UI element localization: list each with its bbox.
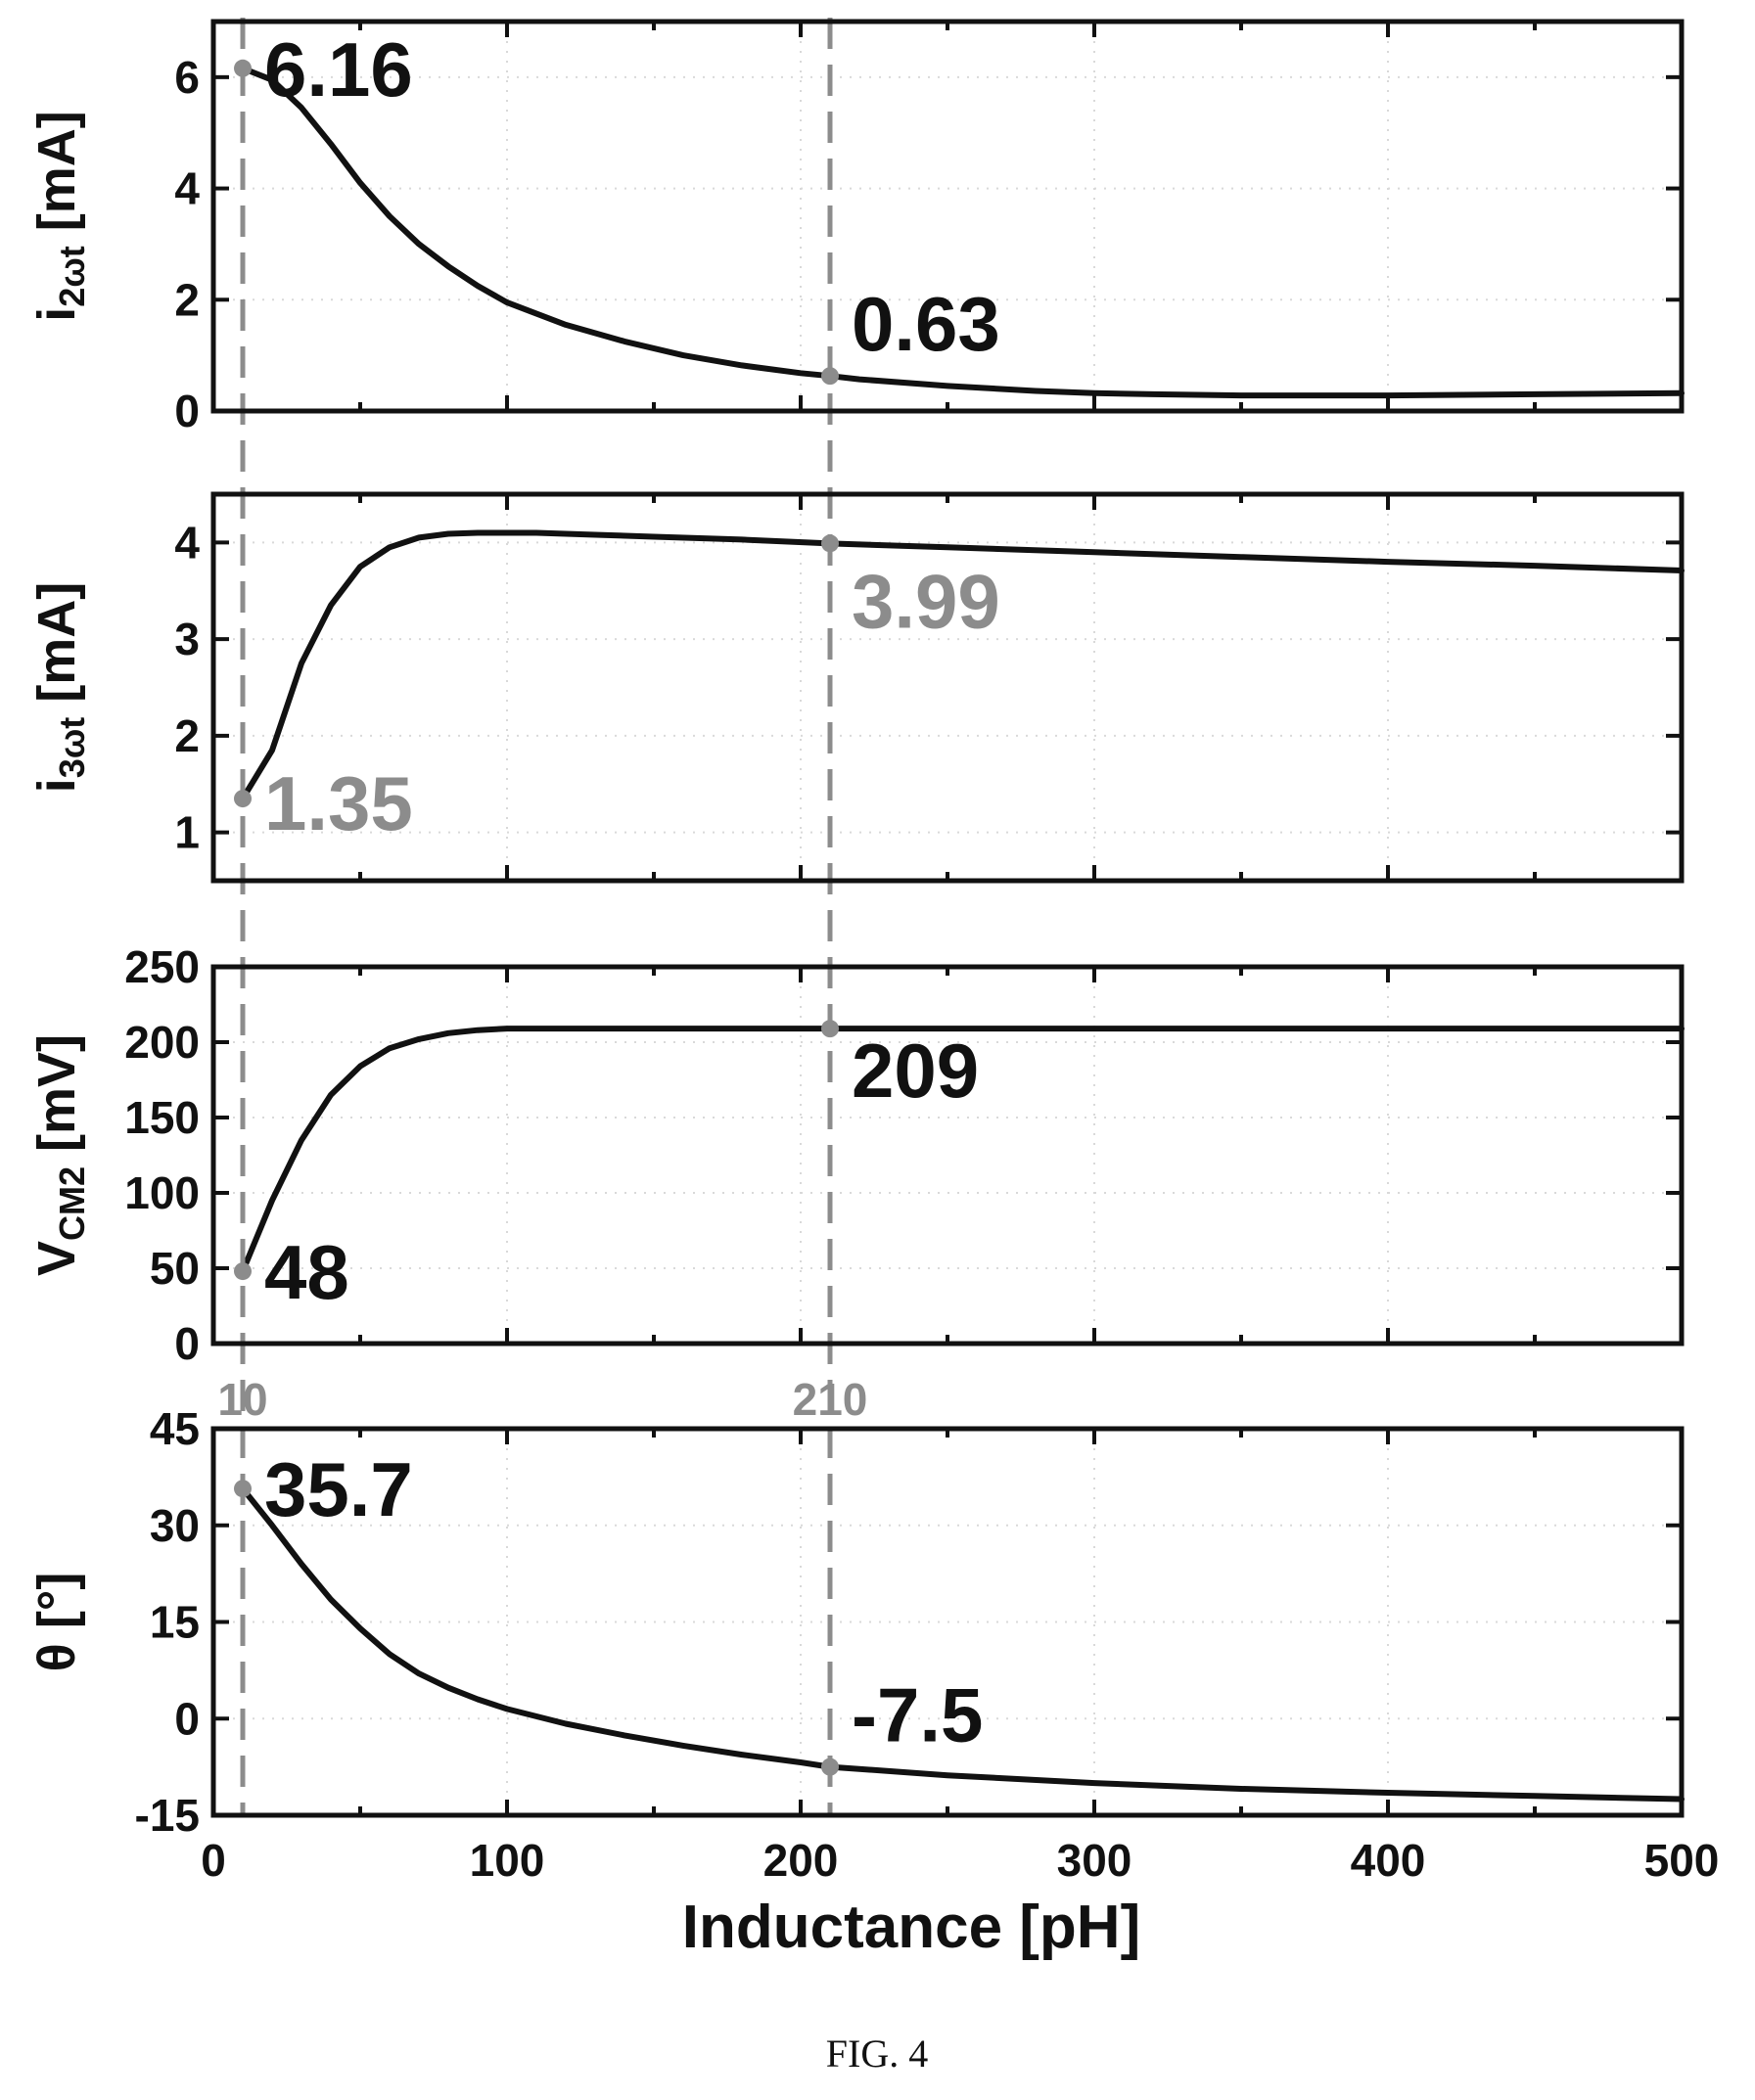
- highlight-point: [234, 1262, 252, 1281]
- y-tick-label: 1: [174, 807, 200, 858]
- y-tick-label: 100: [124, 1167, 200, 1218]
- panel-frame: [210, 964, 1685, 1347]
- y-tick-label: 200: [124, 1017, 200, 1068]
- series-line: [240, 529, 1685, 802]
- series-line: [240, 65, 1685, 399]
- series-line: [240, 1026, 1685, 1275]
- y-axis-title: i2ωt [mA]: [27, 111, 92, 321]
- x-tick-label: 0: [201, 1835, 226, 1886]
- data-label: 3.99: [852, 558, 1000, 644]
- y-tick-label: 0: [174, 1318, 200, 1369]
- y-tick-label: 6: [174, 52, 200, 103]
- data-label: 35.7: [264, 1446, 413, 1532]
- y-axis-title-main: V: [27, 1241, 86, 1276]
- y-axis-title: i3ωt [mA]: [27, 582, 92, 793]
- y-tick-label: 50: [150, 1243, 200, 1294]
- frame-layer: [210, 19, 1685, 1818]
- y-axis-title-unit: [mA]: [27, 582, 86, 717]
- y-tick-label: 45: [150, 1403, 200, 1454]
- data-label: -7.5: [852, 1672, 983, 1758]
- series-line: [240, 1485, 1685, 1803]
- y-axis-title-main: i: [27, 778, 86, 793]
- y-tick-label: 0: [174, 1693, 200, 1744]
- guide-layer: [234, 18, 839, 1815]
- y-axis-title-unit: [mA]: [27, 111, 86, 246]
- data-label: 1.35: [264, 760, 413, 846]
- data-label: 209: [852, 1027, 979, 1114]
- data-label: 0.63: [852, 281, 1000, 367]
- grid-layer: [213, 22, 1682, 1815]
- y-axis-title-unit: [mV]: [27, 1034, 86, 1166]
- y-tick-label: 4: [174, 163, 200, 214]
- y-tick-label: -15: [135, 1790, 200, 1841]
- y-tick-label: 15: [150, 1597, 200, 1648]
- y-axis-title: θ [°]: [27, 1573, 86, 1672]
- guide-line-label: 210: [793, 1374, 868, 1425]
- y-tick-label: 150: [124, 1092, 200, 1143]
- y-axis-title-sub: 3ωt: [52, 717, 92, 778]
- data-label: 6.16: [264, 26, 413, 113]
- y-tick-label: 0: [174, 386, 200, 436]
- curve-layer: [240, 65, 1685, 1803]
- y-axis-title-sub: 2ωt: [52, 246, 92, 306]
- y-axis-title: VCM2 [mV]: [27, 1034, 92, 1276]
- x-tick-label: 100: [470, 1835, 545, 1886]
- figure-caption: FIG. 4: [826, 2032, 928, 2076]
- data-label: 48: [264, 1229, 349, 1315]
- y-tick-label: 4: [174, 517, 200, 568]
- y-tick-label: 30: [150, 1500, 200, 1551]
- x-tick-label: 400: [1351, 1835, 1426, 1886]
- guide-line-label: 10: [217, 1374, 267, 1425]
- y-tick-label: 3: [174, 614, 200, 664]
- y-tick-label: 2: [174, 710, 200, 761]
- x-tick-label: 300: [1057, 1835, 1132, 1886]
- y-tick-label: 2: [174, 274, 200, 325]
- y-axis-title-sub: CM2: [52, 1166, 92, 1241]
- x-tick-label: 500: [1644, 1835, 1720, 1886]
- panel-frame: [210, 491, 1685, 884]
- y-tick-label: 250: [124, 941, 200, 992]
- y-axis-title-main: θ [°]: [27, 1573, 86, 1672]
- x-tick-label: 200: [763, 1835, 839, 1886]
- y-axis-title-main: i: [27, 307, 86, 322]
- x-axis-title: Inductance [pH]: [682, 1894, 1140, 1961]
